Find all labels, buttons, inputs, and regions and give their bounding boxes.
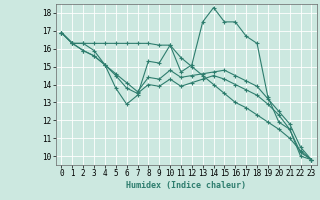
- X-axis label: Humidex (Indice chaleur): Humidex (Indice chaleur): [126, 181, 246, 190]
